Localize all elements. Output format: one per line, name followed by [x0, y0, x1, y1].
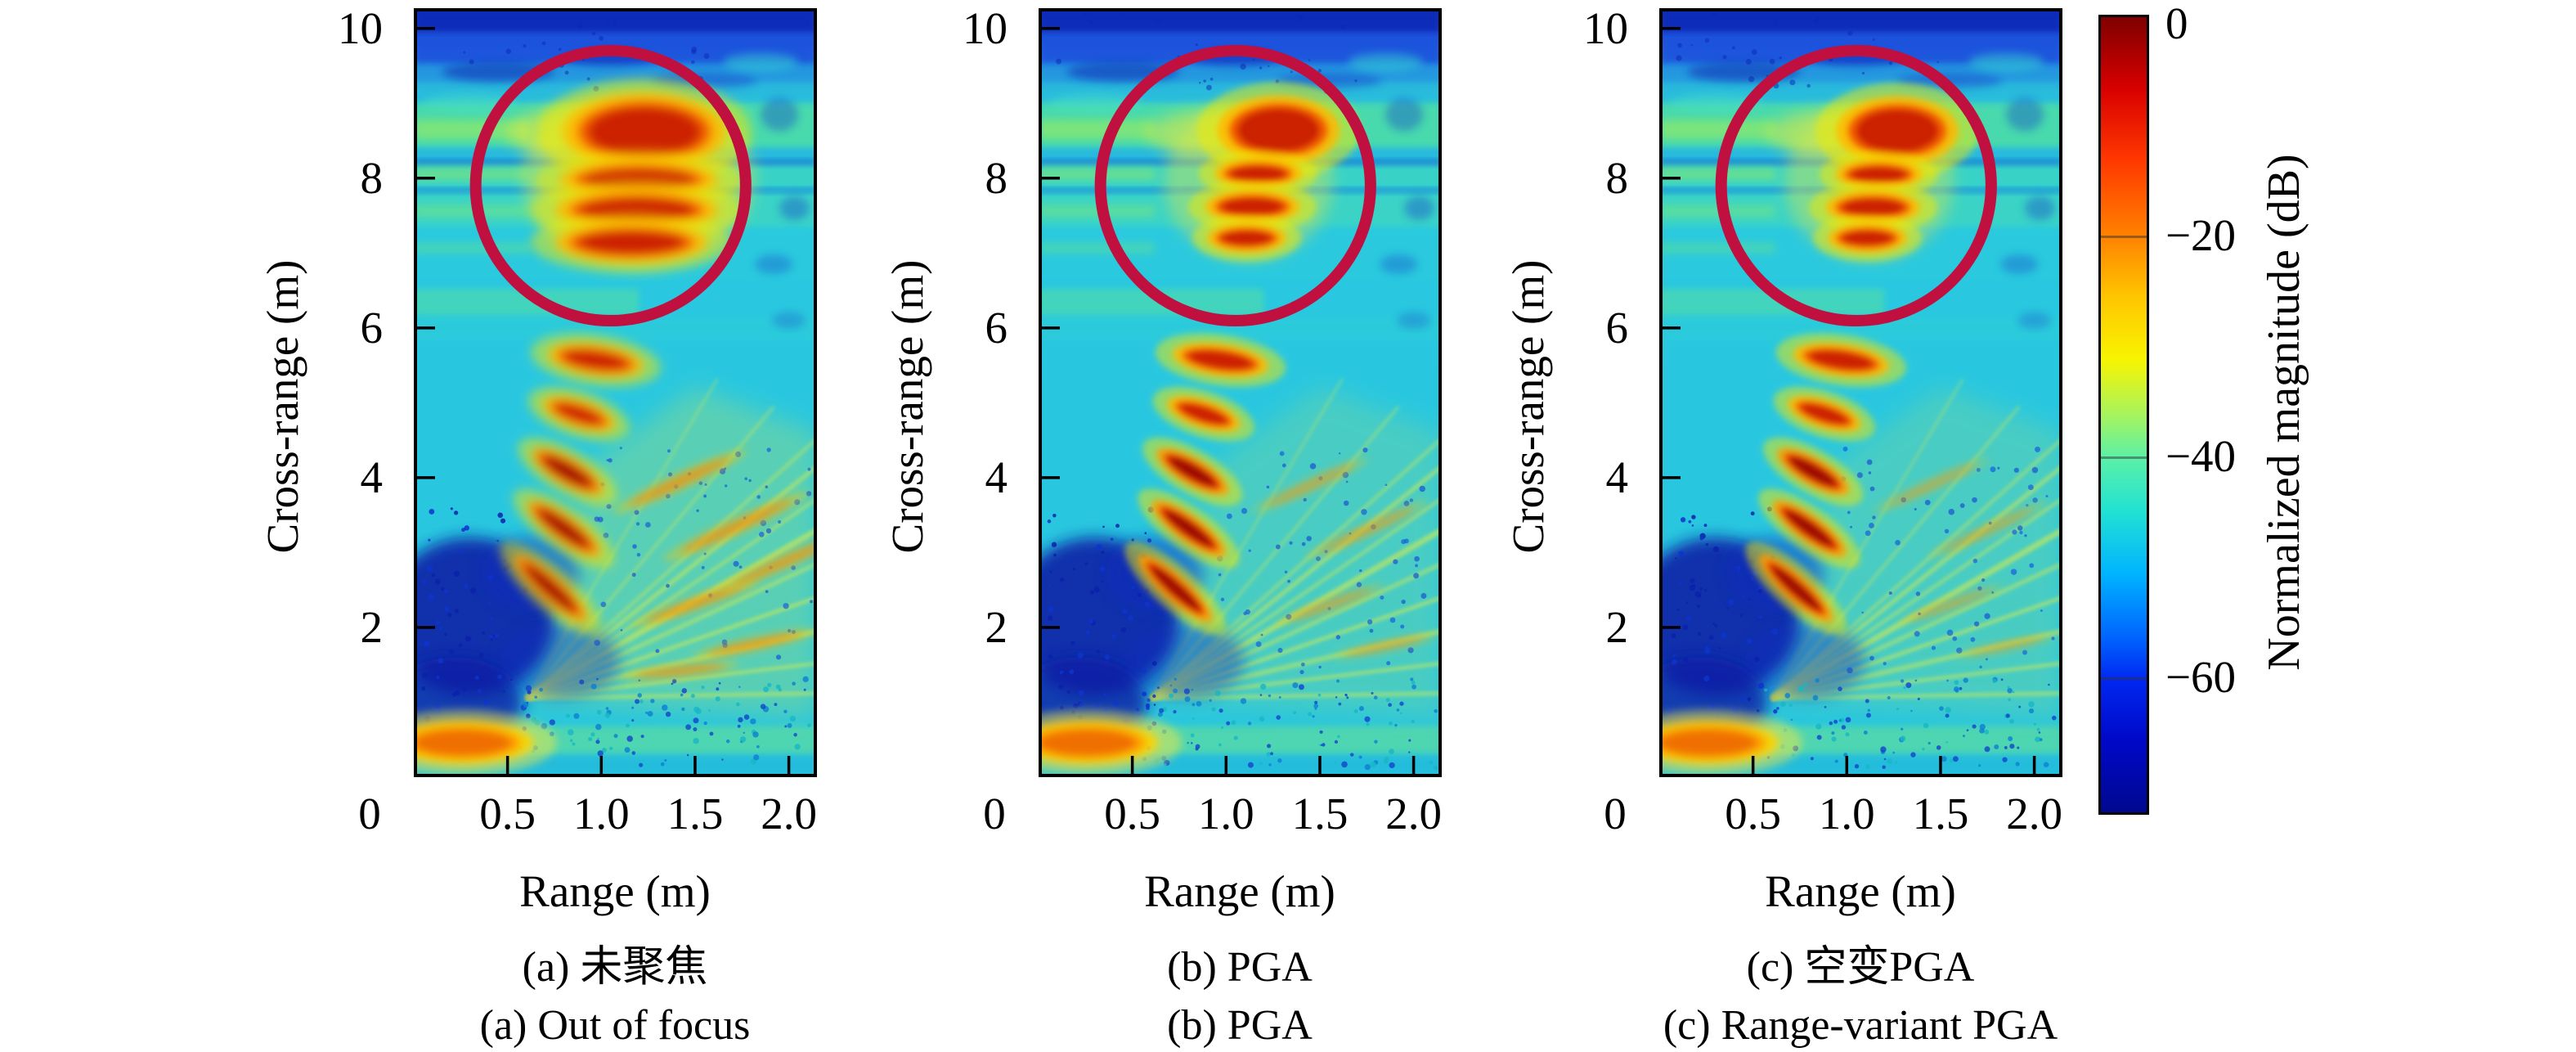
y-axis-label: Cross-range (m) [258, 259, 307, 554]
colorbar-tick-label: −40 [2165, 431, 2237, 481]
heatmap-plot [1039, 8, 1442, 777]
caption-zh: (b) PGA [1167, 944, 1313, 991]
x-tick-label: 2.0 [761, 789, 817, 838]
colorbar-gradient [2098, 15, 2149, 815]
y-tick-label: 6 [1605, 302, 1629, 353]
caption-en: (c) Range-variant PGA [1663, 1002, 2058, 1049]
y-tick-label: 6 [985, 302, 1008, 353]
y-tick-label: 2 [1605, 601, 1629, 652]
x-tick-label: 0.5 [479, 789, 536, 838]
y-tick-label: 10 [963, 2, 1008, 53]
x-tick-label: 1.5 [666, 789, 724, 838]
y-tick-label: 8 [1605, 152, 1629, 203]
x-tick-label: 0.5 [1104, 789, 1161, 838]
y-tick-label: 4 [985, 452, 1008, 502]
y-tick-label: 10 [1583, 2, 1628, 53]
x-tick-label: 2.0 [1385, 789, 1442, 838]
caption-zh: (a) 未聚焦 [522, 944, 708, 991]
caption-zh: (c) 空变PGA [1746, 944, 1975, 991]
colorbar-tick-label: −20 [2165, 210, 2237, 260]
x-tick-label: 1.0 [572, 789, 630, 838]
x-tick-label: 0 [1604, 789, 1627, 838]
colorbar-tick-label: −60 [2165, 652, 2237, 702]
x-tick-label: 0 [358, 789, 381, 838]
colorbar-axis-label: Normalized magnitude (dB) [2259, 154, 2309, 671]
heatmap-plot [1659, 8, 2062, 777]
y-tick-label: 2 [985, 601, 1008, 652]
y-tick-label: 8 [985, 152, 1008, 203]
y-tick-label: 4 [1605, 452, 1629, 502]
y-tick-label: 10 [338, 2, 383, 53]
caption-en: (b) PGA [1167, 1002, 1313, 1049]
caption-en: (a) Out of focus [479, 1002, 751, 1049]
x-tick-label: 1.0 [1197, 789, 1254, 838]
y-tick-label: 4 [360, 452, 384, 502]
x-tick-label: 0.5 [1725, 789, 1782, 838]
y-tick-label: 8 [360, 152, 384, 203]
x-axis-label: Range (m) [1144, 866, 1335, 916]
x-axis-label: Range (m) [519, 866, 711, 916]
x-tick-label: 1.0 [1818, 789, 1875, 838]
x-tick-label: 2.0 [2006, 789, 2062, 838]
colorbar-tickline [2101, 456, 2147, 459]
heatmap-plot [414, 8, 817, 777]
y-tick-label: 2 [360, 601, 384, 652]
y-axis-label: Cross-range (m) [1503, 259, 1553, 554]
x-tick-label: 1.5 [1291, 789, 1349, 838]
x-axis-label: Range (m) [1765, 866, 1956, 916]
x-tick-label: 1.5 [1912, 789, 1969, 838]
colorbar-tick-label: 0 [2165, 0, 2188, 48]
y-axis-label: Cross-range (m) [882, 259, 932, 554]
x-tick-label: 0 [983, 789, 1006, 838]
y-tick-label: 6 [360, 302, 384, 353]
colorbar-tickline [2101, 677, 2147, 680]
colorbar-tickline [2101, 236, 2147, 238]
